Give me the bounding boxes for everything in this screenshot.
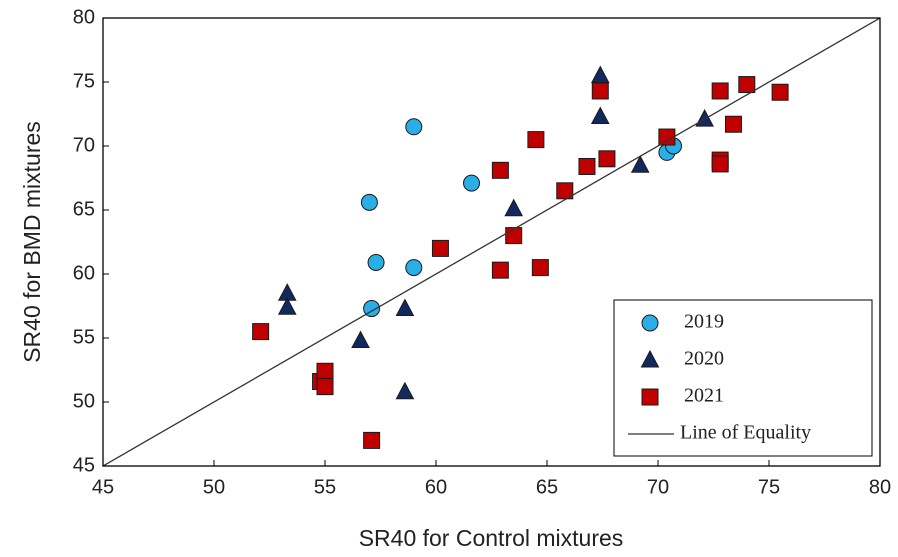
x-tick-label: 70 [647, 476, 669, 498]
legend-label: 2020 [684, 348, 724, 370]
legend-marker [640, 349, 660, 368]
point [630, 155, 650, 173]
point [316, 362, 334, 380]
point [724, 115, 742, 133]
point [531, 259, 549, 277]
y-tick-label: 50 [73, 390, 95, 412]
point [658, 128, 676, 146]
point [463, 174, 481, 192]
x-axis-title: SR40 for Control mixtures [359, 525, 624, 551]
plot-frame [102, 17, 881, 467]
point [591, 82, 609, 100]
point [351, 330, 370, 349]
y-tick-label: 70 [73, 134, 95, 156]
point [363, 300, 381, 318]
point [711, 82, 729, 100]
point [738, 76, 756, 94]
y-tick-label: 45 [73, 454, 95, 476]
x-tick-label: 65 [536, 476, 558, 498]
y-axis-title: SR40 for BMD mixtures [19, 121, 45, 363]
legend-label: 2021 [684, 385, 724, 407]
point [771, 83, 789, 101]
point [405, 118, 423, 136]
point [395, 298, 415, 317]
point [360, 193, 378, 211]
point [590, 65, 610, 84]
x-tick-label: 60 [425, 476, 447, 498]
point [252, 323, 270, 341]
point [431, 239, 449, 257]
x-tick-label: 75 [758, 476, 780, 498]
y-tick-label: 65 [73, 198, 95, 220]
y-tick-label: 75 [73, 70, 95, 92]
y-tick-label: 55 [73, 326, 95, 348]
point [367, 253, 385, 271]
point [395, 381, 415, 400]
point [598, 150, 616, 168]
point [711, 155, 729, 173]
point [556, 182, 574, 200]
point [695, 109, 714, 127]
point [405, 259, 423, 277]
x-tick-label: 45 [92, 476, 114, 498]
legend-marker [641, 388, 659, 406]
point [316, 378, 334, 396]
legend-label: Line of Equality [680, 422, 811, 444]
point [491, 161, 509, 179]
point [578, 157, 596, 175]
point [363, 431, 381, 449]
y-tick-label: 80 [73, 6, 95, 28]
point [505, 227, 523, 245]
point [527, 131, 545, 149]
legend-label: 2019 [684, 311, 724, 333]
legend-marker [641, 314, 659, 332]
x-tick-label: 50 [203, 476, 225, 498]
point [590, 106, 610, 125]
x-tick-label: 55 [314, 476, 336, 498]
point [491, 261, 509, 279]
equality-line [103, 18, 880, 466]
x-tick-label: 80 [869, 476, 891, 498]
y-tick-label: 60 [73, 262, 95, 284]
point [504, 198, 524, 217]
point [277, 297, 297, 315]
